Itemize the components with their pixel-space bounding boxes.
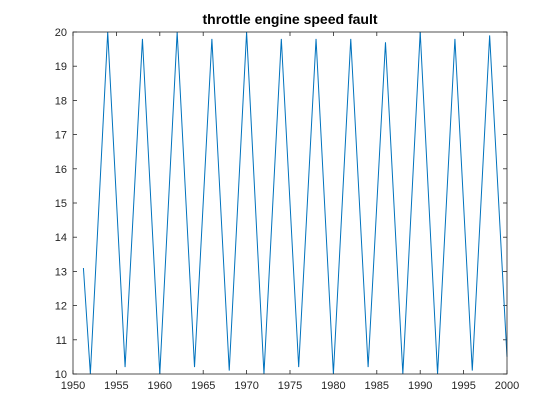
x-tick-label: 1955 (104, 380, 128, 392)
x-tick-label: 1950 (61, 380, 85, 392)
y-tick-label: 18 (55, 95, 67, 107)
y-tick-label: 13 (55, 266, 67, 278)
y-tick-label: 10 (55, 369, 67, 381)
x-tick-label: 1980 (321, 380, 345, 392)
x-tick-label: 1970 (234, 380, 258, 392)
y-tick-label: 12 (55, 301, 67, 313)
y-tick-label: 16 (55, 164, 67, 176)
y-tick-label: 17 (55, 130, 67, 142)
y-tick-label: 20 (55, 27, 67, 39)
x-tick-label: 1995 (451, 380, 475, 392)
x-tick-label: 1985 (365, 380, 389, 392)
x-tick-label: 1975 (278, 380, 302, 392)
x-tick-label: 1990 (408, 380, 432, 392)
y-tick-label: 15 (55, 198, 67, 210)
x-tick-label: 1965 (191, 380, 215, 392)
y-tick-label: 14 (55, 232, 67, 244)
x-tick-label: 2000 (495, 380, 519, 392)
x-tick-label: 1960 (148, 380, 172, 392)
y-tick-label: 11 (56, 335, 67, 347)
chart-title: throttle engine speed fault (202, 11, 377, 27)
y-tick-label: 19 (55, 61, 67, 73)
